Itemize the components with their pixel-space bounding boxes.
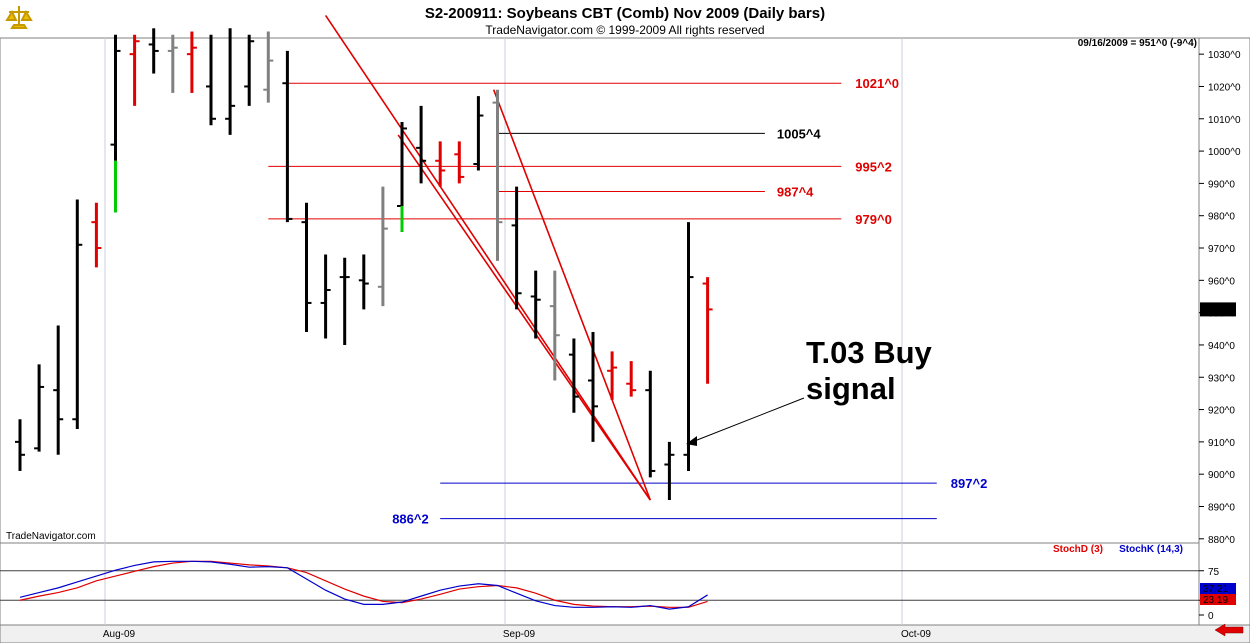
ohlc-bar: [492, 89, 503, 261]
price-axis[interactable]: [1198, 37, 1250, 626]
level-label: 1021^0: [855, 76, 899, 91]
price-tick-label: 1010^0: [1208, 115, 1241, 126]
ohlc-bar: [416, 105, 427, 184]
watermark: TradeNavigator.com: [6, 531, 96, 542]
level-label: 1005^4: [777, 126, 822, 141]
ohlc-bar: [454, 141, 465, 184]
price-tick-label: 910^0: [1208, 438, 1235, 449]
ohlc-bars: [15, 28, 713, 501]
annotation-line-1: T.03 Buy: [806, 335, 933, 370]
price-tick-label: 970^0: [1208, 244, 1235, 255]
ohlc-bar: [301, 202, 312, 333]
ohlc-bar: [511, 186, 522, 310]
ohlc-bar: [607, 351, 618, 400]
chart-title: S2-200911: Soybeans CBT (Comb) Nov 2009 …: [425, 5, 825, 22]
last-price-label: 951^0: [1203, 305, 1230, 316]
level-label: 886^2: [392, 512, 429, 527]
ohlc-bar: [53, 325, 64, 455]
level-label: 897^2: [951, 476, 988, 491]
price-tick-label: 880^0: [1208, 535, 1235, 546]
annotation-line-2: signal: [806, 371, 896, 406]
stoch-tick-label: 0: [1208, 611, 1214, 622]
ohlc-bar: [377, 186, 388, 307]
stoch-d-line: [19, 560, 708, 608]
ohlc-bar: [110, 34, 121, 161]
scroll-back-button[interactable]: red-left-arrow-icon: [1214, 623, 1244, 637]
ohlc-bar: [626, 361, 637, 397]
trendline: [397, 134, 651, 501]
price-tick-label: 890^0: [1208, 502, 1235, 513]
ohlc-bar: [435, 141, 446, 187]
stochastic-panel[interactable]: [0, 542, 1200, 626]
price-tick-label: 920^0: [1208, 406, 1235, 417]
ohlc-bar: [15, 419, 25, 471]
ohlc-bar: [244, 34, 255, 106]
price-tick-label: 1020^0: [1208, 82, 1241, 93]
buy-signal-annotation: T.03 Buy signal: [686, 335, 933, 446]
stoch-k-legend: StochK (14,3): [1119, 544, 1183, 555]
price-tick-label: 930^0: [1208, 373, 1235, 384]
trendline: [492, 89, 652, 501]
ohlc-bar: [34, 364, 45, 452]
ohlc-bar: [320, 254, 331, 339]
stochastic-lines: [0, 560, 1199, 610]
ohlc-bar: [588, 332, 598, 442]
stoch-d-legend: StochD (3): [1053, 544, 1103, 555]
ohlc-bar: [473, 96, 484, 171]
level-label: 979^0: [855, 212, 892, 227]
stoch-d-value: 23.19: [1203, 595, 1228, 606]
trendlines: [324, 14, 652, 501]
price-tick-label: 940^0: [1208, 341, 1235, 352]
ohlc-bar: [683, 222, 694, 471]
time-tick-label: Oct-09: [901, 629, 931, 640]
time-tick-labels: Aug-09 Sep-09 Oct-09: [103, 629, 932, 640]
price-readout: 09/16/2009 = 951^0 (-9^4): [1078, 38, 1197, 49]
stoch-value-markers: 37.21 23.19: [1200, 583, 1236, 606]
price-tick-label: 990^0: [1208, 179, 1235, 190]
time-axis[interactable]: [0, 624, 1250, 643]
price-tick-label: 1000^0: [1208, 147, 1241, 158]
ohlc-bar: [148, 28, 159, 74]
ohlc-bar: [186, 31, 197, 93]
support-resistance-levels: 1021^0 1005^4 995^2 987^4 979^0 897^2 886^2: [268, 76, 988, 527]
stoch-k-value: 37.21: [1203, 584, 1228, 595]
ohlc-bar: [282, 50, 293, 223]
level-label: 987^4: [777, 184, 814, 199]
price-tick-label: 900^0: [1208, 470, 1235, 481]
ohlc-bar: [129, 34, 140, 106]
ohlc-bar: [664, 441, 675, 501]
ohlc-bar: [91, 202, 102, 268]
price-tick-label: 980^0: [1208, 212, 1235, 223]
price-tick-label: 960^0: [1208, 276, 1235, 287]
logo[interactable]: gold-scale-icon: [4, 3, 34, 33]
price-panel[interactable]: [0, 37, 1200, 544]
price-tick-label: 1030^0: [1208, 50, 1241, 61]
ohlc-bar: [530, 270, 541, 339]
ohlc-bar: [358, 254, 369, 310]
level-label: 995^2: [855, 159, 892, 174]
time-tick-label: Sep-09: [503, 629, 536, 640]
ohlc-bar: [206, 34, 216, 126]
ohlc-bar: [72, 199, 83, 429]
last-price-marker: 951^0: [1200, 302, 1236, 317]
trendline: [324, 14, 651, 501]
ohlc-bar: [568, 338, 579, 413]
ohlc-bar: [339, 257, 350, 345]
time-tick-label: Aug-09: [103, 629, 136, 640]
stoch-tick-label: 75: [1208, 567, 1220, 578]
grid: [104, 38, 903, 625]
chart-copyright: TradeNavigator.com © 1999-2009 All right…: [485, 23, 764, 37]
ohlc-bar: [645, 370, 656, 478]
ohlc-bar: [549, 270, 560, 381]
ohlc-bar: [167, 34, 178, 93]
stoch-k-line: [19, 560, 708, 610]
ohlc-bar: [225, 28, 236, 135]
ohlc-bar: [263, 31, 274, 103]
ohlc-bar: [702, 277, 713, 384]
